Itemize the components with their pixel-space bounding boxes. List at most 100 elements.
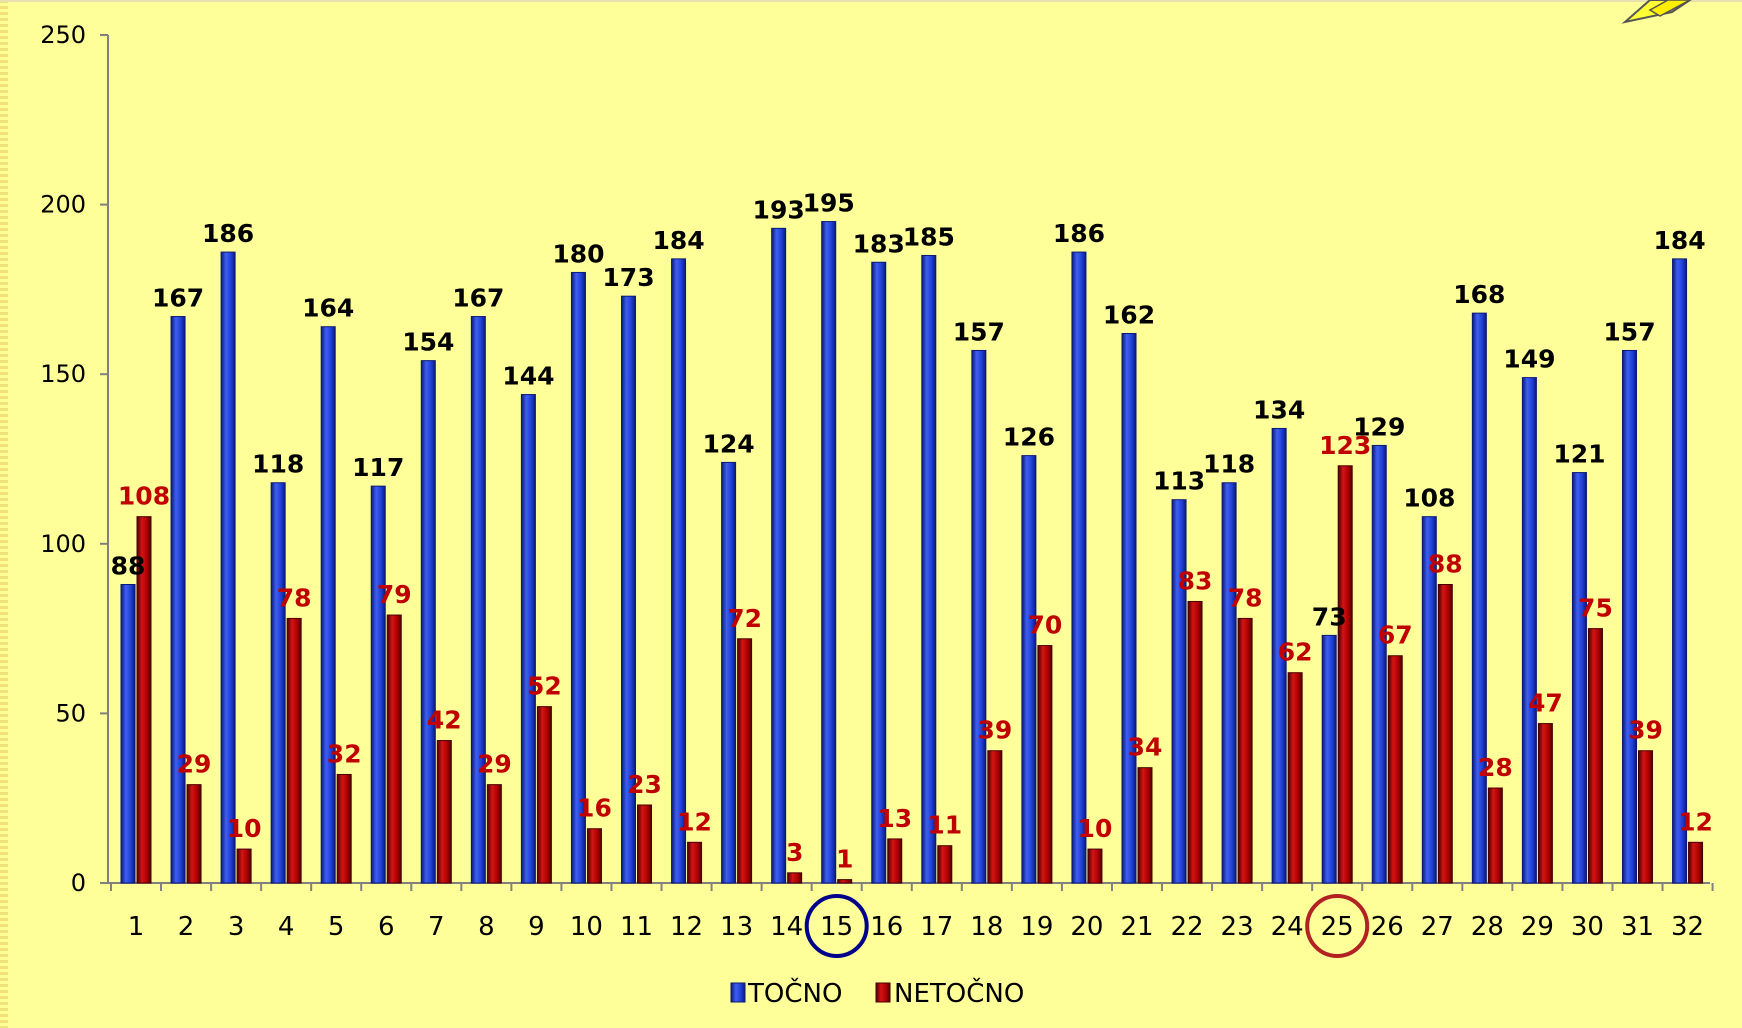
- value-label-netocno: 11: [927, 811, 962, 840]
- bar-netocno: [536, 706, 552, 884]
- value-label-netocno: 10: [227, 814, 262, 843]
- x-axis: 1 2 3 4 5 6 7 8 9 10 11 12 13 14 15 16 17 18 19 20 21 22 23 24 2…: [108, 882, 1714, 942]
- bar-netocno: [1137, 767, 1153, 884]
- bar-tocno: [971, 349, 987, 884]
- bar-tocno: [671, 258, 687, 884]
- x-tick-label: 30: [1571, 912, 1604, 942]
- x-tick-label: 31: [1621, 912, 1654, 942]
- highlight-circle: [1305, 894, 1370, 958]
- value-label-netocno: 16: [577, 794, 612, 823]
- bar-netocno: [1187, 600, 1203, 884]
- value-label-netocno: 12: [1678, 807, 1713, 836]
- bar-netocno: [1337, 465, 1353, 884]
- x-tick-label: 28: [1471, 912, 1504, 942]
- bar-tocno: [721, 461, 737, 884]
- value-label-netocno: 32: [327, 739, 362, 768]
- value-label-netocno: 72: [727, 604, 762, 633]
- x-tick-label: 2: [178, 912, 195, 942]
- value-label-tocno: 118: [252, 450, 304, 479]
- bar-netocno: [436, 740, 452, 884]
- bar-netocno: [136, 516, 152, 884]
- value-label-tocno: 108: [1403, 484, 1455, 513]
- x-tick-label: 22: [1171, 912, 1204, 942]
- y-axis: 0 50 100 150 200 250: [40, 21, 109, 897]
- legend-swatch-tocno: [730, 982, 746, 1003]
- bar-tocno: [1371, 444, 1387, 884]
- bar-netocno: [887, 838, 903, 884]
- value-label-tocno: 129: [1353, 412, 1405, 441]
- value-label-tocno: 134: [1253, 395, 1305, 424]
- value-label-netocno: 23: [627, 770, 662, 799]
- bar-netocno: [987, 750, 1003, 884]
- x-tick-label: 4: [278, 912, 295, 942]
- bar-netocno: [687, 841, 703, 884]
- value-label-tocno: 168: [1453, 280, 1505, 309]
- x-tick-label: 25: [1321, 912, 1354, 942]
- value-label-netocno: 28: [1478, 753, 1513, 782]
- x-tick-label: 13: [720, 912, 753, 942]
- bar-netocno: [1587, 628, 1603, 884]
- value-label-tocno: 157: [953, 317, 1005, 346]
- value-label-netocno: 34: [1128, 733, 1163, 762]
- bar-netocno: [937, 845, 953, 884]
- x-tick-label: 8: [478, 912, 495, 942]
- bar-netocno: [386, 614, 402, 884]
- bar-netocno: [1237, 617, 1253, 884]
- x-tick-label: 19: [1020, 912, 1053, 942]
- value-label-netocno: 123: [1319, 431, 1371, 460]
- bar-tocno: [120, 584, 136, 884]
- x-tick-label: 12: [670, 912, 703, 942]
- bar-tocno: [1521, 377, 1537, 884]
- bar-tocno: [1571, 472, 1587, 884]
- value-label-tocno: 88: [111, 552, 146, 581]
- legend-label-netocno: NETOČNO: [894, 977, 1024, 1009]
- bar-tocno: [570, 271, 586, 884]
- x-tick-label: 27: [1421, 912, 1454, 942]
- bar-tocno: [771, 227, 787, 884]
- value-label-tocno: 173: [602, 263, 654, 292]
- legend-swatch-netocno: [875, 982, 891, 1003]
- value-label-netocno: 83: [1178, 566, 1213, 595]
- x-tick-label: 1: [128, 912, 145, 942]
- bar-tocno: [1672, 258, 1688, 884]
- value-label-netocno: 39: [977, 716, 1012, 745]
- bar-tocno: [320, 326, 336, 884]
- corner-decoration-icon: [1621, 0, 1692, 24]
- value-label-tocno: 126: [1003, 423, 1055, 452]
- value-label-tocno: 180: [552, 239, 604, 268]
- value-label-netocno: 78: [1228, 583, 1263, 612]
- highlight-circles: [804, 894, 1370, 958]
- value-label-tocno: 113: [1153, 467, 1205, 496]
- value-label-tocno: 184: [1653, 226, 1705, 255]
- value-label-netocno: 29: [177, 750, 212, 779]
- bar-tocno: [1271, 427, 1287, 884]
- x-tick-label: 14: [770, 912, 803, 942]
- value-label-tocno: 118: [1203, 450, 1255, 479]
- bar-tocno: [1622, 349, 1637, 884]
- slide-edge-decoration: [0, 0, 8, 1028]
- value-label-netocno: 12: [677, 807, 712, 836]
- x-tick-label: 24: [1271, 912, 1304, 942]
- value-label-tocno: 157: [1603, 317, 1655, 346]
- x-tick-label: 6: [378, 912, 395, 942]
- bar-tocno: [1121, 332, 1137, 884]
- bar-tocno: [1471, 312, 1487, 884]
- bar-netocno: [286, 617, 302, 884]
- x-tick-label: 3: [228, 912, 245, 942]
- legend: TOČNO NETOČNO: [730, 977, 1024, 1009]
- value-label-netocno: 67: [1378, 621, 1413, 650]
- bar-netocno: [1437, 584, 1453, 884]
- value-label-tocno: 186: [202, 219, 254, 248]
- value-label-netocno: 29: [477, 750, 512, 779]
- bar-tocno: [370, 485, 386, 884]
- value-label-netocno: 1: [836, 845, 853, 874]
- value-label-tocno: 117: [352, 453, 404, 482]
- value-label-tocno: 183: [853, 229, 905, 258]
- value-label-netocno: 75: [1578, 594, 1613, 623]
- value-label-tocno: 124: [703, 429, 755, 458]
- value-label-netocno: 10: [1078, 814, 1113, 843]
- y-tick-label: 100: [40, 530, 86, 558]
- bar-netocno: [1037, 645, 1053, 884]
- x-tick-label: 26: [1371, 912, 1404, 942]
